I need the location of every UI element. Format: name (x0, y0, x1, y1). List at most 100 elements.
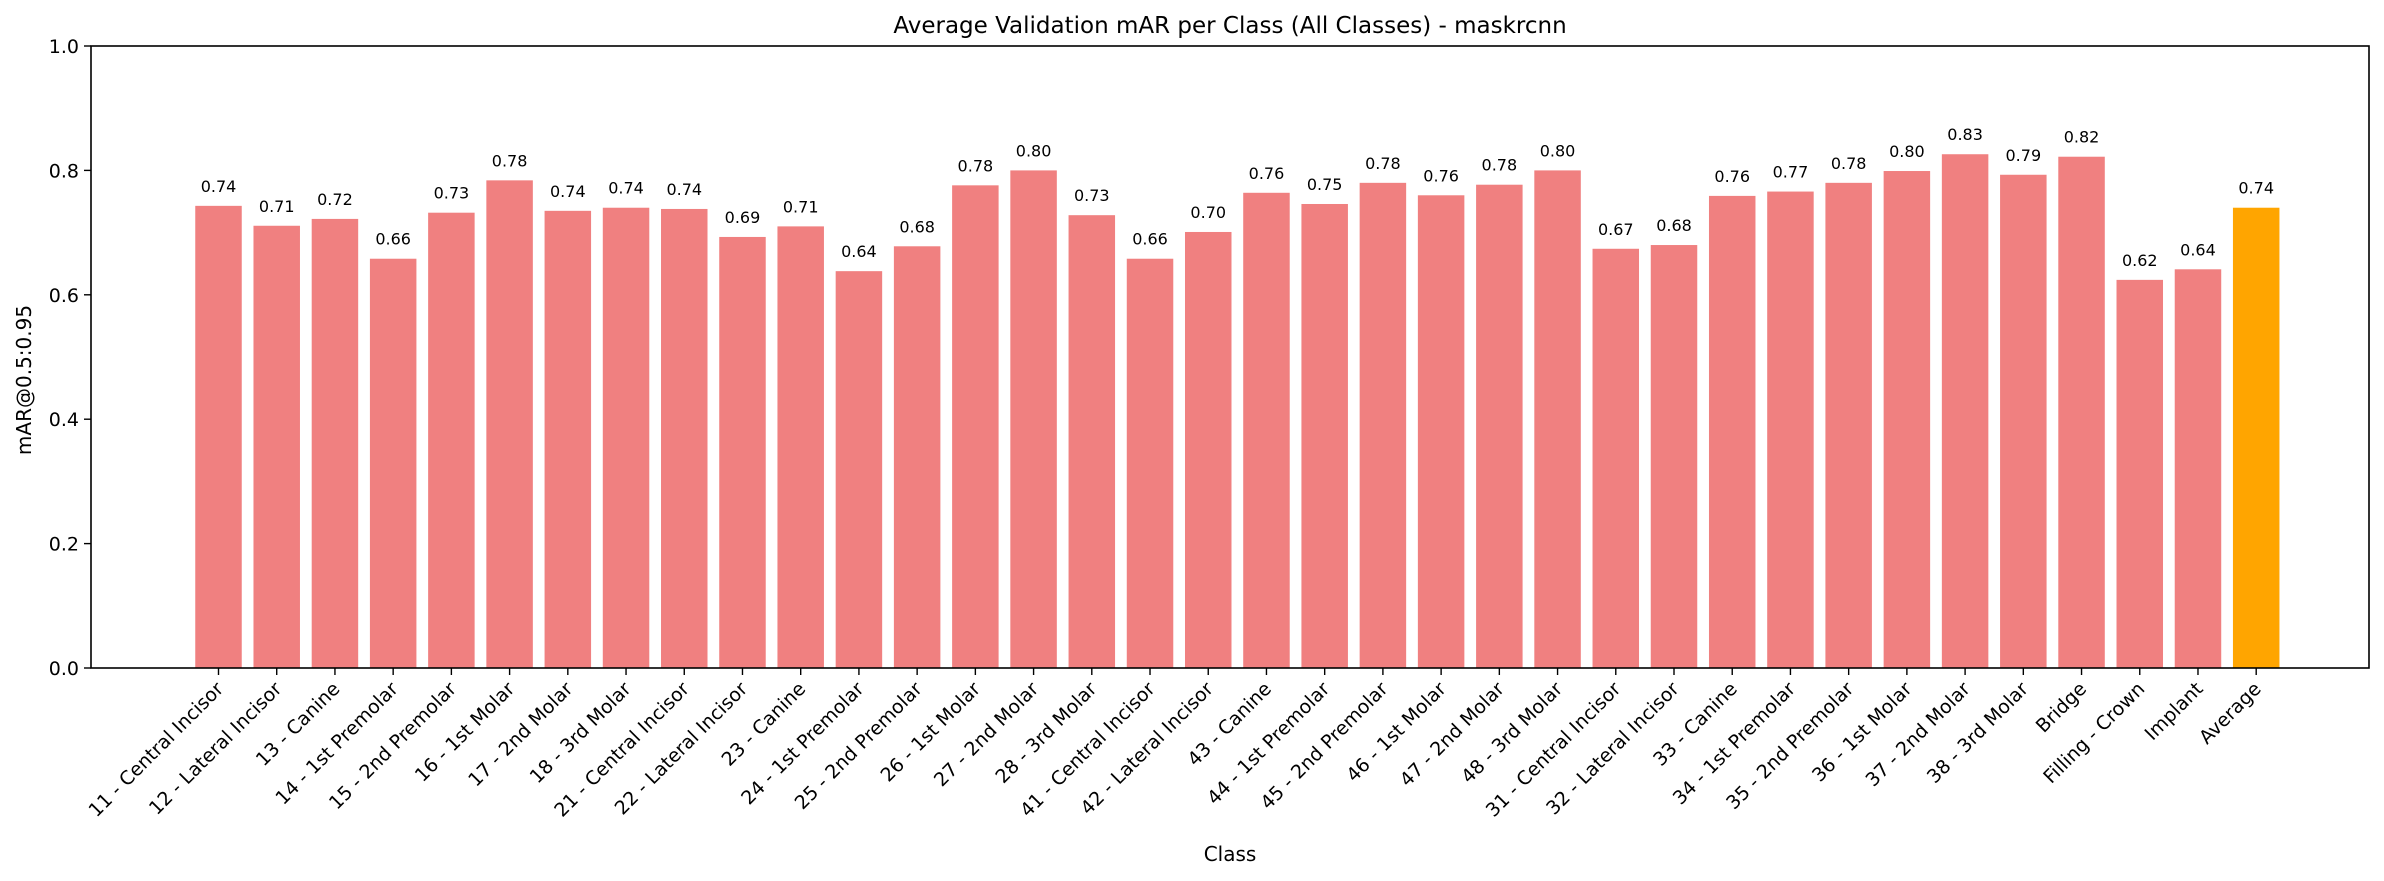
bar (1184, 231, 1232, 668)
bar (1767, 191, 1814, 668)
value-label: 0.69 (725, 208, 761, 227)
value-label: 0.74 (201, 177, 237, 196)
value-label: 0.62 (2122, 251, 2158, 270)
x-tick-label: Filling - Crown (2039, 678, 2149, 788)
x-tick-label: 47 - 2nd Molar (1396, 678, 1509, 791)
bar (2058, 156, 2105, 668)
x-tick-label: 17 - 2nd Molar (464, 678, 577, 791)
value-label: 0.77 (1773, 163, 1809, 182)
value-label: 0.83 (1947, 125, 1983, 144)
bar (835, 271, 883, 668)
bar (195, 205, 242, 668)
x-tick-label: 38 - 3rd Molar (1923, 678, 2033, 788)
value-label: 0.80 (1016, 141, 1052, 160)
bar (369, 258, 417, 668)
value-label: 0.70 (1190, 203, 1226, 222)
bar (1883, 171, 1931, 668)
value-label: 0.78 (1482, 156, 1518, 175)
x-tick-label: 37 - 2nd Molar (1861, 678, 1974, 791)
value-label: 0.78 (958, 156, 994, 175)
plot-frame (90, 45, 2370, 669)
bar (2232, 207, 2280, 668)
bar (952, 185, 999, 668)
value-label: 0.76 (1249, 164, 1285, 183)
bar (311, 218, 359, 668)
value-label: 0.71 (259, 197, 295, 216)
y-axis-label: mAR@0.5:0.95 (12, 305, 36, 455)
bar (1010, 170, 1057, 668)
y-axis-ticks: 0.0 0.2 0.4 0.6 0.8 1.0 (49, 36, 91, 680)
bar (1417, 195, 1465, 668)
value-label: 0.82 (2064, 128, 2100, 147)
value-label: 0.66 (375, 230, 411, 249)
bar (544, 210, 592, 668)
bar (1476, 184, 1523, 668)
chart-title: Average Validation mAR per Class (All Cl… (893, 13, 1566, 39)
value-label: 0.67 (1598, 220, 1634, 239)
bar (1941, 154, 1989, 668)
value-label: 0.75 (1307, 175, 1343, 194)
value-label: 0.71 (783, 197, 819, 216)
bar (1534, 170, 1581, 668)
value-label: 0.78 (1831, 154, 1867, 173)
x-tick-label: 27 - 2nd Molar (930, 678, 1043, 791)
x-tick-label: 26 - 1st Molar (876, 678, 985, 787)
value-label: 0.72 (317, 190, 353, 209)
value-label: 0.73 (1074, 186, 1110, 205)
bar (1650, 245, 1698, 669)
x-tick-label: 18 - 3rd Molar (526, 678, 636, 788)
y-tick-label: 0.4 (49, 409, 79, 431)
bar (1592, 248, 1640, 668)
bar (253, 225, 300, 668)
bar (2000, 174, 2047, 668)
value-label: 0.76 (1423, 166, 1459, 185)
value-labels-group: 0.74 0.71 0.72 0.66 0.73 0.78 0.74 0.74 0.74 0.69… (201, 125, 2274, 270)
x-tick-label: Average (2195, 678, 2266, 749)
y-tick-label: 0.2 (49, 534, 79, 556)
bar (661, 208, 708, 669)
bar (1243, 192, 1290, 669)
bar (428, 212, 475, 669)
value-label: 0.76 (1714, 167, 1750, 186)
value-label: 0.79 (2006, 146, 2042, 165)
bar (2174, 269, 2222, 668)
bar (2116, 279, 2164, 668)
x-tick-label: 16 - 1st Molar (411, 678, 520, 787)
x-axis-label: Class (1204, 842, 1257, 866)
value-label: 0.74 (666, 180, 702, 199)
bar (1068, 215, 1116, 668)
value-label: 0.74 (608, 179, 644, 198)
bars-group (195, 154, 2280, 669)
value-label: 0.68 (1656, 216, 1692, 235)
value-label: 0.64 (2180, 240, 2216, 259)
value-label: 0.74 (550, 182, 586, 201)
bar (719, 236, 766, 669)
bar (1301, 203, 1348, 668)
x-tick-label: 46 - 1st Molar (1342, 678, 1451, 787)
value-label: 0.80 (1540, 141, 1576, 160)
bar (777, 226, 824, 668)
x-tick-label: 36 - 1st Molar (1808, 678, 1917, 787)
y-tick-label: 1.0 (49, 36, 79, 58)
value-label: 0.73 (434, 184, 470, 203)
value-label: 0.64 (841, 242, 877, 261)
value-label: 0.68 (899, 217, 935, 236)
x-tick-label: 48 - 3rd Molar (1457, 678, 1567, 788)
bar (486, 180, 533, 669)
bar (1359, 182, 1407, 668)
bar (1126, 258, 1174, 668)
value-label: 0.78 (492, 151, 528, 170)
value-label: 0.66 (1132, 230, 1168, 249)
bar (1825, 182, 1872, 668)
bar (1708, 195, 1756, 669)
bar (602, 207, 650, 668)
y-tick-label: 0.6 (49, 285, 79, 307)
y-tick-label: 0.8 (49, 160, 79, 182)
value-label: 0.78 (1365, 154, 1401, 173)
bar (893, 246, 941, 668)
y-tick-label: 0.0 (49, 658, 79, 680)
value-label: 0.74 (2238, 179, 2274, 198)
x-tick-label: 28 - 3rd Molar (991, 678, 1101, 788)
